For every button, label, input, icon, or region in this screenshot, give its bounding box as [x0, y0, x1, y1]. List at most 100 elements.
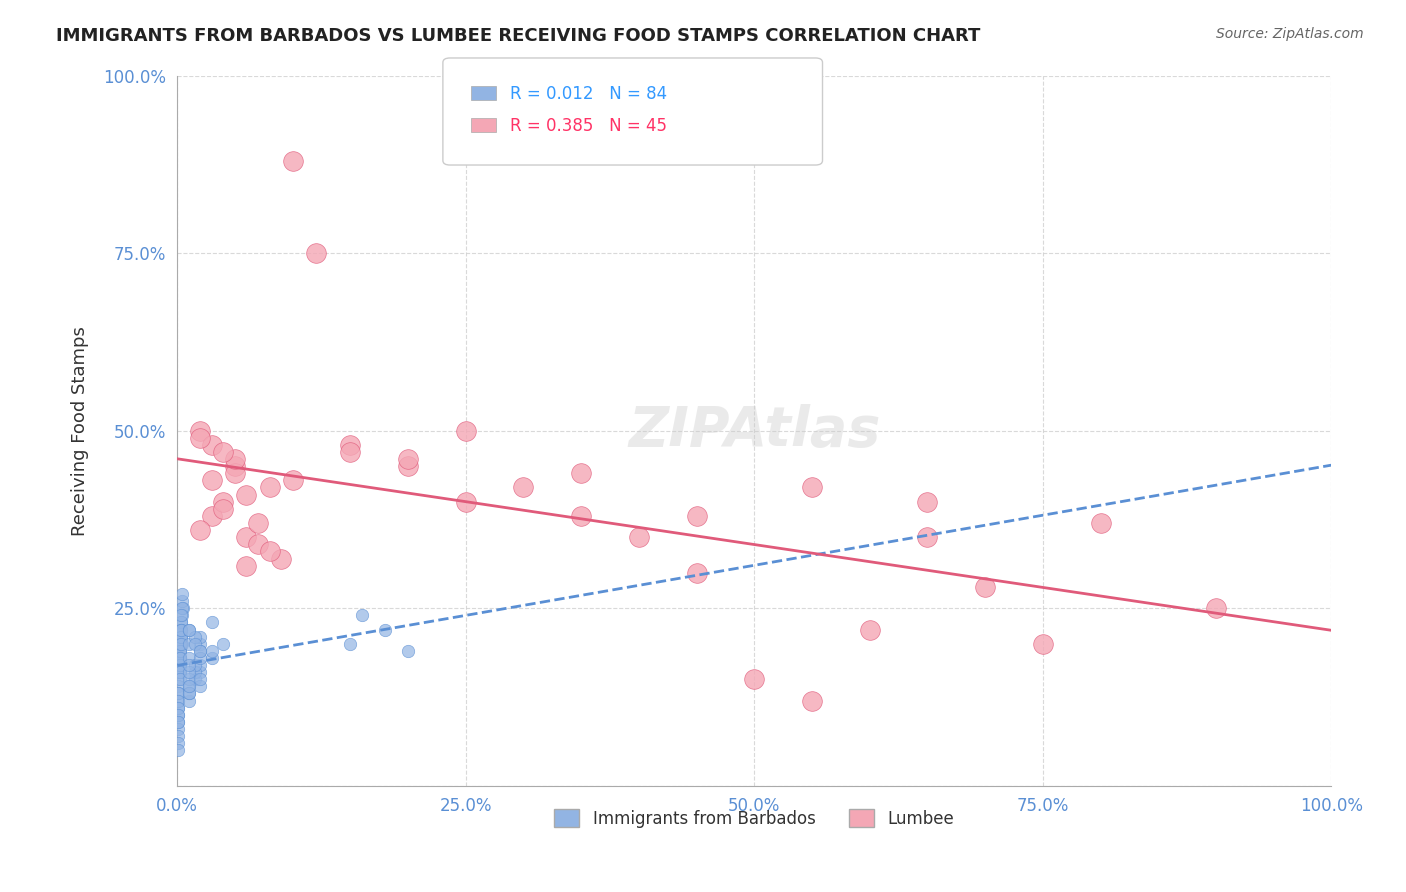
Point [259, 544, 281, 558]
Point [281, 153, 304, 168]
Point [512, 480, 534, 494]
Point [169, 651, 191, 665]
Point [201, 644, 224, 658]
Point [212, 637, 235, 651]
Point [169, 651, 191, 665]
Point [224, 459, 246, 474]
Point [801, 693, 824, 707]
Point [627, 530, 650, 544]
Point [188, 679, 211, 693]
Point [167, 693, 190, 707]
Point [454, 494, 477, 508]
Point [188, 665, 211, 680]
Point [1090, 516, 1112, 530]
Point [339, 438, 361, 452]
Point [167, 743, 190, 757]
Point [224, 467, 246, 481]
Point [188, 424, 211, 438]
Point [169, 644, 191, 658]
Point [212, 445, 235, 459]
Point [188, 523, 211, 537]
Point [396, 459, 419, 474]
Point [177, 623, 200, 637]
Point [170, 587, 193, 601]
Point [201, 438, 224, 452]
Point [169, 672, 191, 686]
Point [339, 637, 361, 651]
Point [183, 630, 205, 644]
Point [169, 658, 191, 673]
Point [170, 623, 193, 637]
Point [169, 644, 191, 658]
Point [169, 651, 191, 665]
Point [177, 679, 200, 693]
Point [167, 686, 190, 700]
Point [188, 651, 211, 665]
Point [177, 651, 200, 665]
Point [974, 580, 997, 594]
Point [170, 623, 193, 637]
Point [170, 608, 193, 623]
Point [859, 623, 882, 637]
Point [917, 530, 939, 544]
Point [177, 686, 200, 700]
Point [167, 707, 190, 722]
Point [188, 637, 211, 651]
Point [167, 722, 190, 736]
Point [801, 480, 824, 494]
Point [235, 487, 257, 501]
Point [167, 700, 190, 714]
Point [177, 679, 200, 693]
Text: R = 0.385   N = 45: R = 0.385 N = 45 [510, 117, 668, 135]
Point [170, 630, 193, 644]
Point [177, 637, 200, 651]
Point [235, 558, 257, 573]
Point [917, 494, 939, 508]
Legend: Immigrants from Barbados, Lumbee: Immigrants from Barbados, Lumbee [548, 803, 960, 834]
Point [177, 693, 200, 707]
Point [170, 601, 193, 615]
Point [685, 508, 707, 523]
Point [350, 608, 373, 623]
Point [167, 700, 190, 714]
Point [169, 665, 191, 680]
Point [188, 658, 211, 673]
Point [201, 508, 224, 523]
Point [188, 644, 211, 658]
Point [167, 707, 190, 722]
Point [201, 651, 224, 665]
Point [235, 530, 257, 544]
Text: R = 0.012   N = 84: R = 0.012 N = 84 [510, 85, 668, 103]
Point [212, 494, 235, 508]
Point [742, 672, 765, 686]
Point [396, 452, 419, 467]
Point [170, 623, 193, 637]
Point [170, 615, 193, 630]
Text: Source: ZipAtlas.com: Source: ZipAtlas.com [1216, 27, 1364, 41]
Point [167, 714, 190, 729]
Point [259, 480, 281, 494]
Point [247, 516, 270, 530]
Point [169, 651, 191, 665]
Point [169, 665, 191, 680]
Point [177, 686, 200, 700]
Point [1032, 637, 1054, 651]
Point [1205, 601, 1227, 615]
Point [169, 637, 191, 651]
Text: ZIPAtlas: ZIPAtlas [628, 404, 880, 458]
Point [169, 665, 191, 680]
Point [169, 658, 191, 673]
Point [170, 637, 193, 651]
Point [270, 551, 292, 566]
Point [177, 672, 200, 686]
Point [167, 686, 190, 700]
Point [188, 672, 211, 686]
Point [569, 467, 592, 481]
Point [183, 672, 205, 686]
Point [170, 608, 193, 623]
Point [170, 615, 193, 630]
Point [224, 452, 246, 467]
Y-axis label: Receiving Food Stamps: Receiving Food Stamps [72, 326, 89, 535]
Point [183, 665, 205, 680]
Point [177, 658, 200, 673]
